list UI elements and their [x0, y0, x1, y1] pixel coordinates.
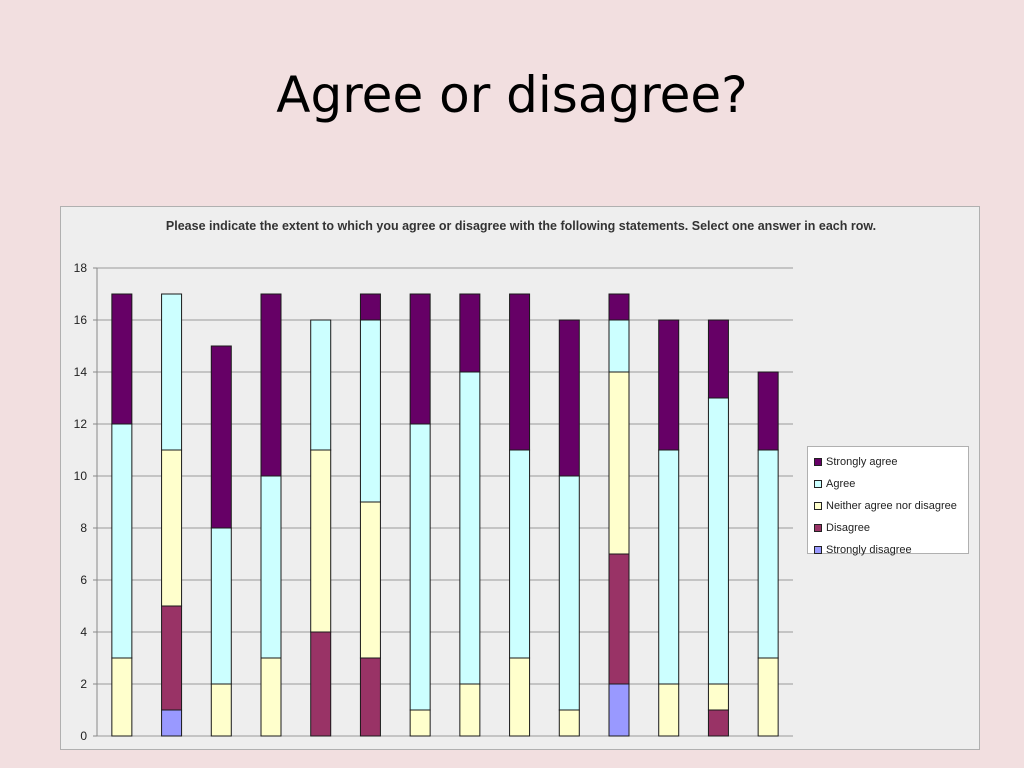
bar-segment [359, 293, 381, 321]
bar-segment [608, 553, 630, 685]
y-tick-label: 12 [74, 417, 88, 431]
bar-segment [260, 657, 282, 737]
bar-segment [260, 475, 282, 659]
legend-item: Strongly agree [814, 451, 968, 473]
bar-segment [310, 319, 332, 451]
legend-item: Strongly disagree [814, 539, 968, 561]
bar-segment [658, 319, 680, 451]
bar-segment [111, 423, 133, 659]
bar-segment [210, 683, 232, 737]
legend-label: Agree [826, 478, 856, 490]
legend-label: Strongly agree [826, 456, 898, 468]
bar-segment [509, 657, 531, 737]
y-tick-label: 14 [74, 365, 88, 379]
y-tick-label: 2 [80, 677, 87, 691]
bar-segment [310, 631, 332, 737]
slide-title: Agree or disagree? [276, 66, 748, 124]
legend-swatch [814, 480, 822, 488]
bar-segment [409, 293, 431, 425]
bar-segment [558, 709, 580, 737]
bar-segment [707, 397, 729, 685]
y-tick-label: 10 [74, 469, 88, 483]
bar-segment [459, 683, 481, 737]
bar-segment [310, 449, 332, 633]
bar-segment [658, 683, 680, 737]
bar-segment [608, 319, 630, 373]
legend-swatch [814, 546, 822, 554]
bar-segment [359, 657, 381, 737]
legend-swatch [814, 458, 822, 466]
legend-label: Disagree [826, 522, 871, 534]
bar-segment [608, 371, 630, 555]
bar-segment [608, 293, 630, 321]
legend-swatch [814, 502, 822, 510]
stacked-bar-chart: 0 2 4 6 8 10 12 14 16 18 [74, 261, 793, 743]
bar-segment [509, 293, 531, 451]
bar-segment [409, 709, 431, 737]
bar-segment [558, 319, 580, 477]
bar-segment [210, 527, 232, 685]
chart-legend: Strongly agree Agree Neither agree nor dis… [807, 446, 969, 556]
y-tick-label: 6 [80, 573, 87, 587]
legend-item: Disagree [814, 517, 968, 539]
legend-item: Agree [814, 473, 968, 495]
bar-segment [757, 657, 779, 737]
bar-segment [161, 709, 183, 737]
bar-segment [111, 293, 133, 425]
y-tick-label: 18 [74, 261, 88, 275]
legend-label: Neither agree nor disagree [826, 500, 957, 512]
bar-segment [757, 449, 779, 659]
bar-segment [707, 319, 729, 399]
bar-segment [359, 319, 381, 503]
chart-title: Please indicate the extent to which you … [165, 219, 877, 233]
legend-item: Neither agree nor disagree [814, 495, 968, 517]
bar-segment [707, 683, 729, 711]
bar-segment [558, 475, 580, 711]
bar-segment [409, 423, 431, 711]
y-tick-label: 8 [80, 521, 87, 535]
bar-segment [161, 449, 183, 607]
bar-segment [608, 683, 630, 737]
bar-segment [161, 293, 183, 451]
chart-area: Please indicate the extent to which you … [60, 206, 980, 750]
bar-segment [260, 293, 282, 477]
y-tick-label: 4 [80, 625, 87, 639]
y-tick-label: 16 [74, 313, 88, 327]
legend-label: Strongly disagree [826, 544, 912, 556]
bar-segment [210, 345, 232, 529]
bar-segment [359, 501, 381, 659]
bar-segment [509, 449, 531, 659]
bar-segment [757, 371, 779, 451]
bar-segment [459, 293, 481, 373]
bar-segment [161, 605, 183, 711]
bar-segment [707, 709, 729, 737]
bar-segment [658, 449, 680, 685]
legend-swatch [814, 524, 822, 532]
bar-segment [459, 371, 481, 685]
y-tick-label: 0 [80, 729, 87, 743]
bar-segment [111, 657, 133, 737]
